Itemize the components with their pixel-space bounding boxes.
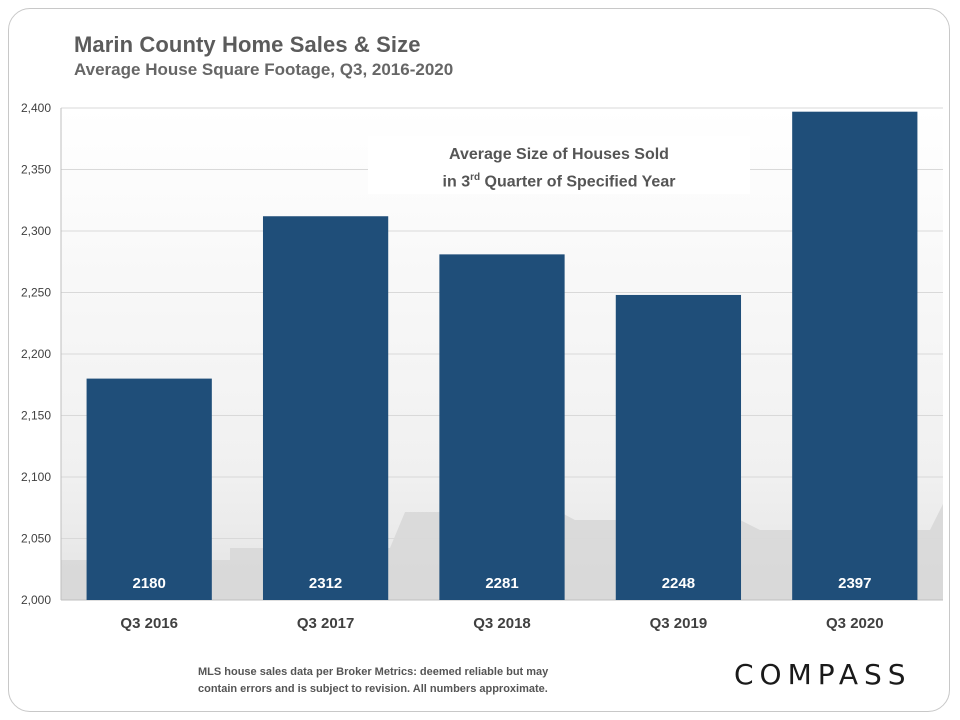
y-tick-label: 2,250 bbox=[21, 286, 51, 300]
chart-title: Marin County Home Sales & Size bbox=[74, 32, 421, 57]
y-tick-label: 2,150 bbox=[21, 409, 51, 423]
bar bbox=[792, 111, 918, 600]
annotation-line-2-end: Quarter of Specified Year bbox=[480, 173, 676, 191]
x-tick-label: Q3 2018 bbox=[473, 615, 531, 632]
y-tick-label: 2,100 bbox=[21, 470, 51, 484]
brand-logo: COMPASS bbox=[734, 658, 912, 691]
source-footnote: MLS house sales data per Broker Metrics:… bbox=[198, 664, 618, 698]
bar bbox=[439, 254, 565, 600]
bar-data-label: 2397 bbox=[838, 575, 871, 592]
y-axis-ticks: 2,000 2,050 2,100 2,150 2,200 2,250 2,300 2,350… bbox=[21, 101, 51, 607]
bars: 2180 2312 2281 2248 2397 bbox=[86, 111, 918, 601]
annotation-line-2: in 3rd Quarter of Specified Year bbox=[368, 166, 750, 193]
bar bbox=[615, 294, 742, 600]
annotation-line-1: Average Size of Houses Sold bbox=[449, 146, 669, 163]
bar-data-label: 2281 bbox=[485, 575, 518, 592]
bar-data-label: 2180 bbox=[133, 575, 166, 592]
y-tick-label: 2,050 bbox=[21, 532, 51, 546]
y-tick-label: 2,400 bbox=[21, 101, 51, 115]
x-tick-label: Q3 2017 bbox=[297, 615, 355, 632]
chart-subtitle: Average House Square Footage, Q3, 2016-2… bbox=[74, 60, 454, 79]
y-tick-label: 2,300 bbox=[21, 224, 51, 238]
bar bbox=[262, 216, 389, 601]
footnote-line-1: MLS house sales data per Broker Metrics:… bbox=[198, 666, 549, 678]
bar-data-label: 2248 bbox=[662, 575, 695, 592]
y-tick-label: 2,200 bbox=[21, 347, 51, 361]
footnote-line-2: contain errors and is subject to revisio… bbox=[198, 683, 548, 695]
x-tick-label: Q3 2019 bbox=[650, 615, 708, 632]
bar-data-label: 2312 bbox=[309, 575, 342, 592]
y-tick-label: 2,000 bbox=[21, 593, 51, 607]
annotation-line-2-start: in 3 bbox=[442, 173, 471, 191]
chart-annotation: Average Size of Houses Sold in 3rd Quart… bbox=[368, 136, 750, 194]
y-tick-label: 2,350 bbox=[21, 163, 51, 177]
x-axis-ticks: Q3 2016 Q3 2017 Q3 2018 Q3 2019 Q3 2020 bbox=[120, 615, 883, 632]
bar bbox=[86, 378, 212, 600]
x-tick-label: Q3 2016 bbox=[120, 615, 178, 632]
annotation-superscript: rd bbox=[470, 172, 481, 183]
x-tick-label: Q3 2020 bbox=[826, 615, 884, 632]
